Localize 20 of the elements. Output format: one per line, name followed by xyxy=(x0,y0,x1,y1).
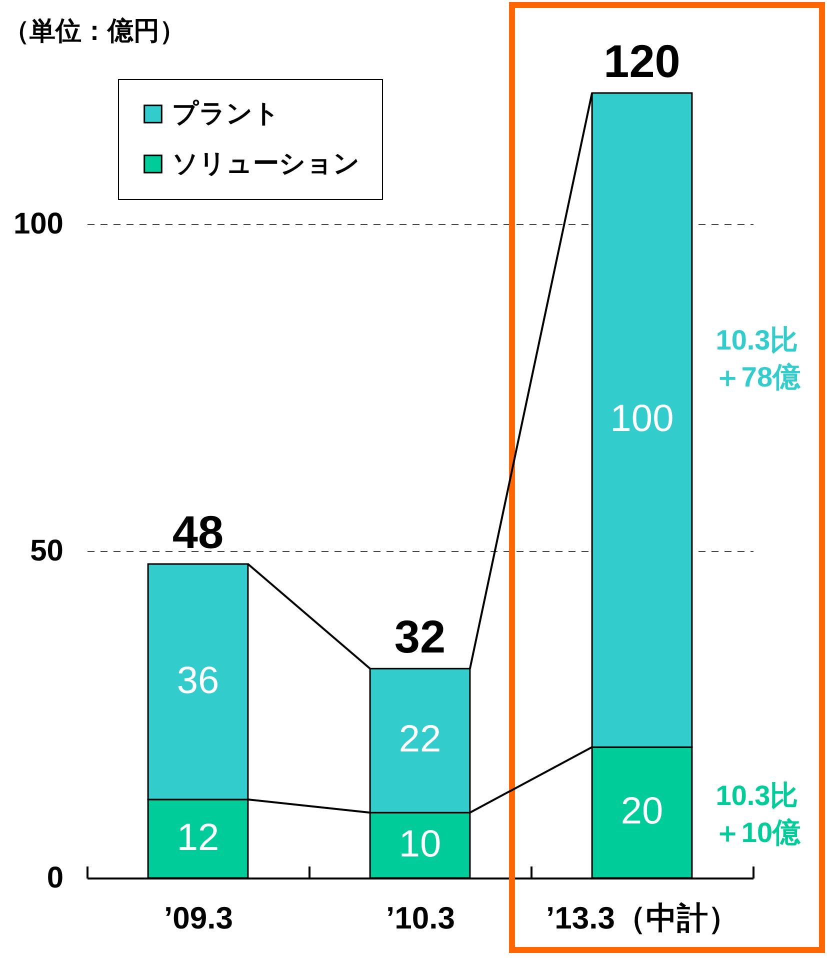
annotation: 10.3比＋10億 xyxy=(713,780,802,848)
y-axis-title: （単位：億円） xyxy=(4,16,186,46)
data-label: 10 xyxy=(398,823,442,866)
x-tick-label: ’09.3 xyxy=(164,900,233,936)
data-label: 12 xyxy=(176,816,220,859)
data-label: 100 xyxy=(610,398,674,440)
y-tick-label: 100 xyxy=(13,207,64,240)
total-label: 120 xyxy=(604,35,680,87)
data-label: 20 xyxy=(620,790,664,833)
annotation: 10.3比＋78億 xyxy=(713,324,802,393)
data-label: 36 xyxy=(176,660,220,702)
x-tick-label: ’10.3 xyxy=(386,900,455,936)
total-label: 32 xyxy=(394,610,446,663)
legend-label: プラント xyxy=(172,98,280,128)
legend-label: ソリューション xyxy=(172,148,360,178)
x-tick-label: ’13.3（中計） xyxy=(546,900,739,936)
y-tick-label: 50 xyxy=(30,534,64,568)
total-label: 48 xyxy=(172,506,224,558)
data-label: 22 xyxy=(398,718,442,761)
y-tick-label: 0 xyxy=(46,862,64,894)
